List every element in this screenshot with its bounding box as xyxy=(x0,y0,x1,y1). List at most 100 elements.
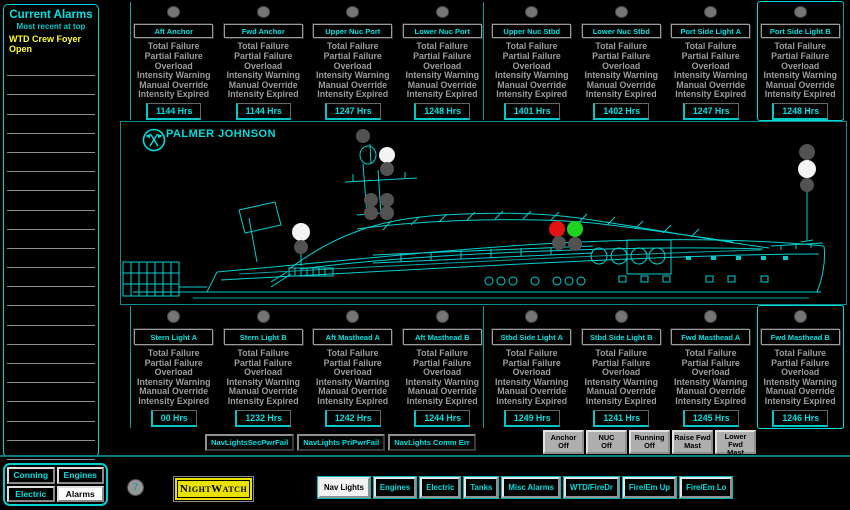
status-lines: Total Failure Partial Failure Overload Inte… xyxy=(764,42,837,100)
navlightssecpwrfail-button[interactable]: NavLightsSecPwrFail xyxy=(205,434,295,451)
fail-button-row: NavLightsSecPwrFail NavLights PriPwrFail N… xyxy=(205,434,476,451)
status-line: Intensity Expired xyxy=(227,89,299,100)
panel-title-button-aft-masthead-b[interactable]: Aft Masthead B xyxy=(402,329,482,345)
status-line: Intensity Expired xyxy=(675,89,747,100)
help-icon[interactable]: ? xyxy=(127,479,144,496)
panel-title-button-fwd-masthead-b[interactable]: Fwd Masthead B xyxy=(760,329,840,345)
alarm-row xyxy=(7,153,95,173)
divider-line xyxy=(483,2,484,120)
lower-fwd-mast-button[interactable]: Lower Fwd Mast xyxy=(715,430,756,457)
hours-meter: 1247 Hrs xyxy=(324,103,381,120)
mode-button-line: Running xyxy=(634,432,665,442)
status-line: Manual Override xyxy=(228,79,298,90)
status-line: Intensity Expired xyxy=(764,89,836,100)
status-line: Manual Override xyxy=(586,79,656,90)
status-lines: Total Failure Partial Failure Overload Inte… xyxy=(227,42,300,100)
status-line: Partial Failure xyxy=(323,357,382,368)
status-line: Partial Failure xyxy=(413,51,472,62)
status-line: Manual Override xyxy=(318,79,388,90)
status-line: Manual Override xyxy=(676,386,746,397)
alarm-row xyxy=(7,402,95,422)
panel-title-button-lower-nuc-port[interactable]: Lower Nuc Port xyxy=(402,23,482,39)
brand-name: PALMER JOHNSON xyxy=(165,128,277,140)
status-lines: Total Failure Partial Failure Overload Inte… xyxy=(495,42,568,100)
light-panel-aft-masthead-b: Aft Masthead B Total Failure Partial Failu… xyxy=(400,306,486,428)
status-line: Overload xyxy=(602,60,641,71)
alarm-row xyxy=(7,383,95,403)
status-line: Intensity Expired xyxy=(317,89,389,100)
status-line: Overload xyxy=(512,60,551,71)
status-line: Manual Override xyxy=(407,79,477,90)
status-line: Intensity Expired xyxy=(138,395,210,406)
page-button-wtd-firedr[interactable]: WTD/FireDr xyxy=(563,476,620,499)
alarm-row xyxy=(7,172,95,192)
top-panel-row: Aft Anchor Total Failure Partial Failure Ov… xyxy=(131,2,843,120)
ship-light-stbd-side-light xyxy=(567,221,583,237)
palmer-johnson-logo: PALMER JOHNSON xyxy=(141,127,301,152)
panel-title-button-port-side-light-a[interactable]: Port Side Light A xyxy=(671,23,751,39)
hours-meter: 1401 Hrs xyxy=(503,103,560,120)
hours-meter: 1246 Hrs xyxy=(772,409,829,427)
panel-title-button-stern-light-a[interactable]: Stern Light A xyxy=(134,329,214,345)
status-line: Intensity Expired xyxy=(406,395,478,406)
panel-title-button-fwd-masthead-a[interactable]: Fwd Masthead A xyxy=(671,329,751,345)
nav-button-electric[interactable]: Electric xyxy=(7,485,55,502)
panel-title-button-upper-nuc-port[interactable]: Upper Nuc Port xyxy=(313,23,393,39)
running-off-button[interactable]: Running Off xyxy=(629,430,670,454)
alarm-row xyxy=(7,76,95,96)
navlights-comm-err-button[interactable]: NavLights Comm Err xyxy=(388,434,476,451)
panel-title-button-port-side-light-b[interactable]: Port Side Light B xyxy=(760,23,840,39)
nuc-off-button[interactable]: NUC Off xyxy=(586,430,627,454)
status-line: Intensity Warning xyxy=(584,376,658,387)
panel-title-button-aft-anchor[interactable]: Aft Anchor xyxy=(134,23,214,39)
status-line: Intensity Warning xyxy=(137,376,211,387)
mode-button-line: Off xyxy=(644,441,655,450)
status-line: Intensity Warning xyxy=(226,70,300,81)
nav-button-alarms[interactable]: Alarms xyxy=(56,485,104,502)
yacht-display-area: PALMER JOHNSON xyxy=(120,121,847,305)
status-line: Intensity Expired xyxy=(406,89,478,100)
page-button-engines[interactable]: Engines xyxy=(372,476,418,499)
mode-button-line: NUC xyxy=(598,432,615,442)
status-line: Total Failure xyxy=(326,348,379,358)
mode-button-line: Mast xyxy=(684,441,701,450)
page-button-electric[interactable]: Electric xyxy=(419,476,462,499)
alarms-panel-subtitle: Most recent at top xyxy=(16,22,86,31)
panel-title-button-stbd-side-light-b[interactable]: Stbd Side Light B xyxy=(581,329,661,345)
navlights-pripwrfail-button[interactable]: NavLights PriPwrFail xyxy=(297,434,386,451)
nav-button-engines[interactable]: Engines xyxy=(56,467,104,484)
nav-button-conning[interactable]: Conning xyxy=(7,467,55,484)
status-line: Overload xyxy=(691,367,730,378)
status-line: Partial Failure xyxy=(502,51,561,62)
light-panel-aft-anchor: Aft Anchor Total Failure Partial Failure Ov… xyxy=(131,2,217,120)
divider-line xyxy=(130,2,131,120)
panel-title-button-lower-nuc-stbd[interactable]: Lower Nuc Stbd xyxy=(581,23,661,39)
page-button-tanks[interactable]: Tanks xyxy=(463,476,500,499)
status-line: Overload xyxy=(602,367,641,378)
ship-light-nuc-upper-stbd xyxy=(380,193,394,207)
status-line: Manual Override xyxy=(765,79,835,90)
page-button-nav-lights[interactable]: Nav Lights xyxy=(317,476,371,499)
status-line: Intensity Warning xyxy=(316,70,390,81)
page-button-misc-alarms[interactable]: Misc Alarms xyxy=(501,476,561,499)
nightwatch-logo[interactable]: NightWatch xyxy=(174,477,253,501)
hours-meter: 1402 Hrs xyxy=(593,103,650,120)
panel-title-button-stern-light-b[interactable]: Stern Light B xyxy=(223,329,303,345)
alarm-row xyxy=(7,211,95,230)
page-button-fire-em-lo[interactable]: Fire/Em Lo xyxy=(679,476,734,499)
anchor-off-button[interactable]: Anchor Off xyxy=(543,430,584,454)
panel-title-button-upper-nuc-stbd[interactable]: Upper Nuc Stbd xyxy=(492,23,572,39)
status-line: Manual Override xyxy=(139,79,209,90)
status-lamp-icon xyxy=(435,310,449,323)
hours-meter: 1247 Hrs xyxy=(682,103,739,120)
status-line: Total Failure xyxy=(416,41,469,52)
status-lines: Total Failure Partial Failure Overload Inte… xyxy=(227,348,300,407)
status-line: Total Failure xyxy=(147,41,200,52)
status-lamp-icon xyxy=(614,310,628,323)
status-line: Intensity Expired xyxy=(496,395,568,406)
panel-title-button-stbd-side-light-a[interactable]: Stbd Side Light A xyxy=(492,329,572,345)
page-button-fire-em-up[interactable]: Fire/Em Up xyxy=(621,476,678,499)
raise-fwd-mast-button[interactable]: Raise Fwd Mast xyxy=(672,430,713,454)
panel-title-button-fwd-anchor[interactable]: Fwd Anchor xyxy=(223,23,303,39)
panel-title-button-aft-masthead-a[interactable]: Aft Masthead A xyxy=(313,329,393,345)
